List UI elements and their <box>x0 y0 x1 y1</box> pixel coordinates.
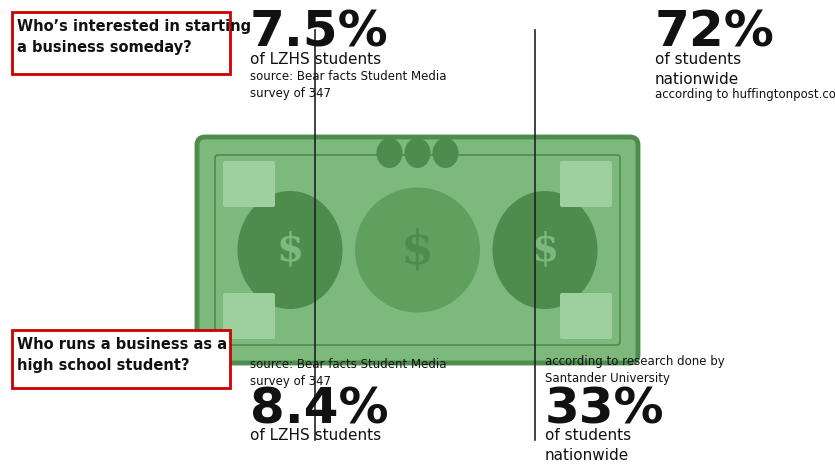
Text: according to research done by
Santander University: according to research done by Santander … <box>545 355 725 385</box>
Text: source: Bear facts Student Media
survey of 347: source: Bear facts Student Media survey … <box>250 70 447 100</box>
FancyBboxPatch shape <box>223 161 275 207</box>
Text: of LZHS students: of LZHS students <box>250 428 381 443</box>
Text: $: $ <box>531 231 559 269</box>
Ellipse shape <box>237 191 342 309</box>
Text: $: $ <box>276 231 304 269</box>
Text: 8.4%: 8.4% <box>250 385 388 433</box>
Ellipse shape <box>433 138 458 168</box>
FancyBboxPatch shape <box>197 137 638 363</box>
Text: 7.5%: 7.5% <box>250 8 389 56</box>
Text: of LZHS students: of LZHS students <box>250 52 381 67</box>
Text: 33%: 33% <box>545 385 665 433</box>
Text: 72%: 72% <box>655 8 775 56</box>
Text: of students
nationwide: of students nationwide <box>545 428 631 463</box>
FancyBboxPatch shape <box>560 293 612 339</box>
Ellipse shape <box>355 187 480 312</box>
Text: Who runs a business as a
high school student?: Who runs a business as a high school stu… <box>17 337 227 373</box>
Text: of students
nationwide: of students nationwide <box>655 52 741 87</box>
Ellipse shape <box>493 191 598 309</box>
Text: source: Bear facts Student Media
survey of 347: source: Bear facts Student Media survey … <box>250 358 447 388</box>
FancyBboxPatch shape <box>560 161 612 207</box>
Ellipse shape <box>377 138 402 168</box>
Ellipse shape <box>404 138 431 168</box>
FancyBboxPatch shape <box>223 293 275 339</box>
Text: $: $ <box>401 227 434 273</box>
Text: Who’s interested in starting
a business someday?: Who’s interested in starting a business … <box>17 19 251 55</box>
FancyBboxPatch shape <box>12 330 230 388</box>
FancyBboxPatch shape <box>12 12 230 74</box>
Text: according to huffingtonpost.com: according to huffingtonpost.com <box>655 88 835 101</box>
